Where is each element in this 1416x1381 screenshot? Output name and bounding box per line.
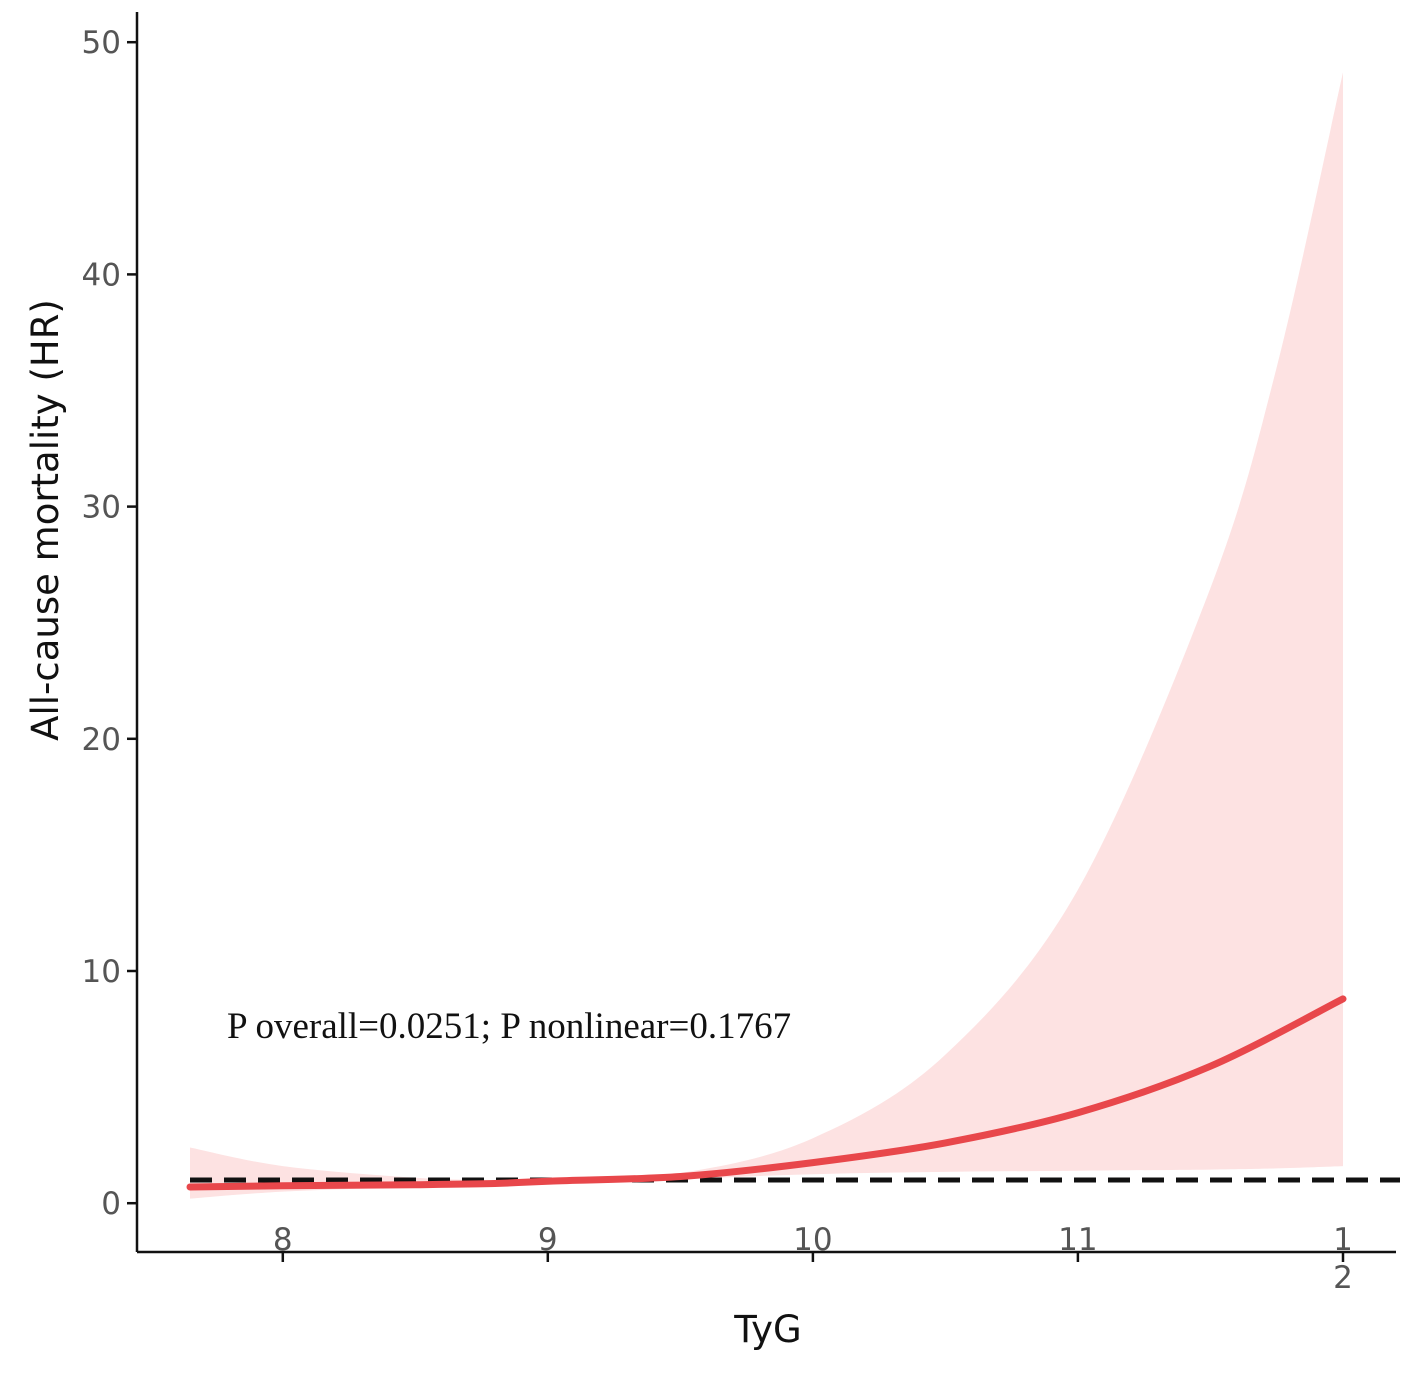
annotation-text: P overall=0.0251; P nonlinear=0.1767: [227, 1006, 791, 1047]
series-line-layer: [186, 995, 1347, 1191]
y-tick-label: 0: [101, 1186, 121, 1222]
x-tick-label: 10: [793, 1222, 832, 1258]
y-tick-label: 50: [82, 25, 121, 61]
y-tick-label: 10: [82, 954, 121, 990]
y-axis-title: All-cause mortality (HR): [24, 299, 67, 741]
confidence-band-layer: [190, 72, 1343, 1199]
x-ticks: 8 9 10 11 12: [273, 1222, 1353, 1296]
y-ticks: 0 10 20 30 40 50: [82, 25, 137, 1222]
x-tick-label: 8: [273, 1222, 293, 1258]
y-tick-label: 40: [82, 257, 121, 293]
axes: [135, 12, 1396, 1254]
y-tick-label: 30: [82, 490, 121, 526]
series-line: [186, 995, 1347, 1191]
x-tick-label: 2: [1333, 1260, 1353, 1296]
x-tick-label: 11: [1058, 1222, 1097, 1258]
confidence-band: [190, 72, 1343, 1199]
y-tick-label: 20: [82, 722, 121, 758]
x-axis-title: TyG: [733, 1308, 801, 1351]
x-tick-label: 9: [538, 1222, 558, 1258]
x-tick-label: 1: [1333, 1222, 1353, 1258]
